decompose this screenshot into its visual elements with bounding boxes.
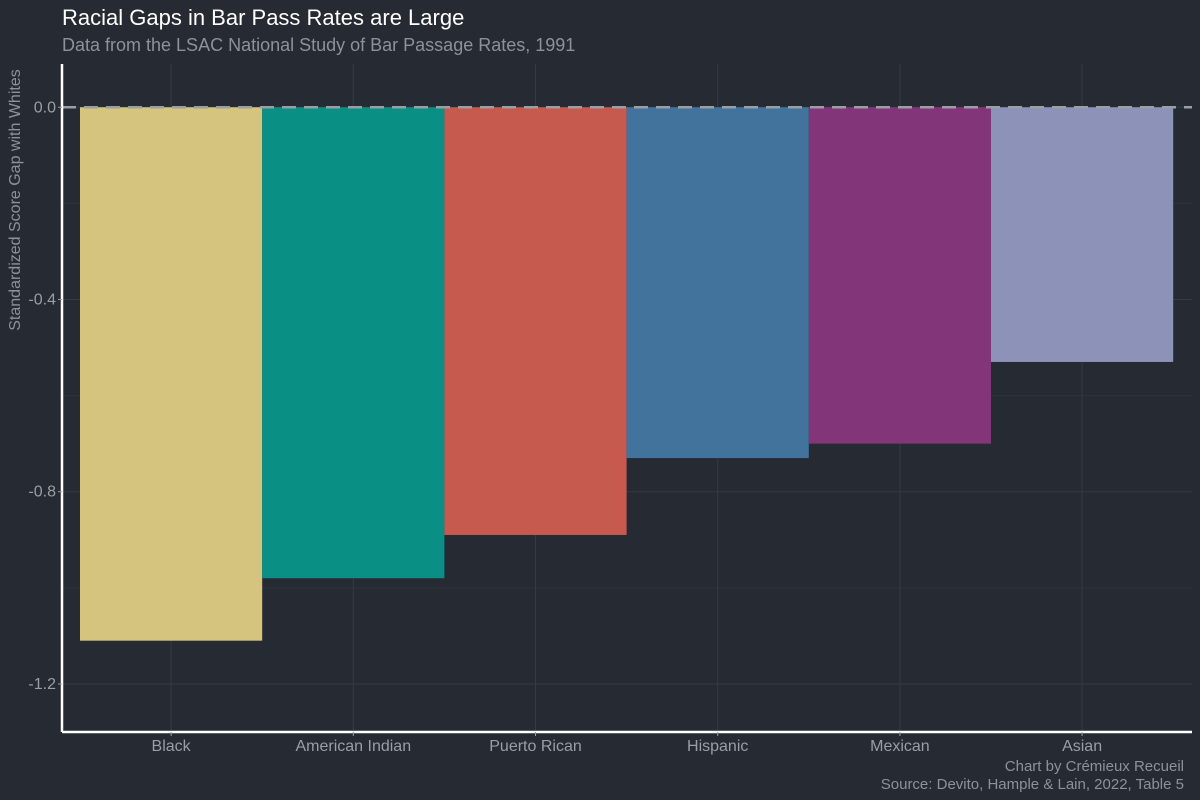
x-tick-label: Puerto Rican — [489, 738, 582, 755]
x-tick-label: American Indian — [295, 738, 411, 755]
caption-source: Source: Devito, Hample & Lain, 2022, Tab… — [880, 776, 1184, 793]
x-tick-label: Black — [152, 738, 192, 755]
x-tick-label: Hispanic — [687, 738, 748, 755]
bar-hispanic — [626, 107, 809, 459]
caption-credit: Chart by Crémieux Recueil — [1004, 758, 1184, 775]
x-tick-label: Asian — [1062, 738, 1102, 755]
y-tick-label: 0.0 — [34, 99, 56, 116]
chart-subtitle: Data from the LSAC National Study of Bar… — [62, 35, 576, 55]
bar-black — [80, 107, 263, 641]
y-tick-label: -0.4 — [28, 291, 56, 308]
x-tick-label: Mexican — [870, 738, 930, 755]
chart-caption: Chart by Crémieux Recueil Source: Devito… — [881, 758, 1184, 794]
y-tick-label: -1.2 — [28, 676, 56, 693]
bar-asian — [991, 107, 1174, 362]
chart-title: Racial Gaps in Bar Pass Rates are Large — [62, 5, 465, 30]
bar-puerto-rican — [444, 107, 627, 535]
y-tick-label: -0.8 — [28, 484, 56, 501]
bar-mexican — [808, 107, 991, 444]
bar-american-indian — [262, 107, 445, 579]
